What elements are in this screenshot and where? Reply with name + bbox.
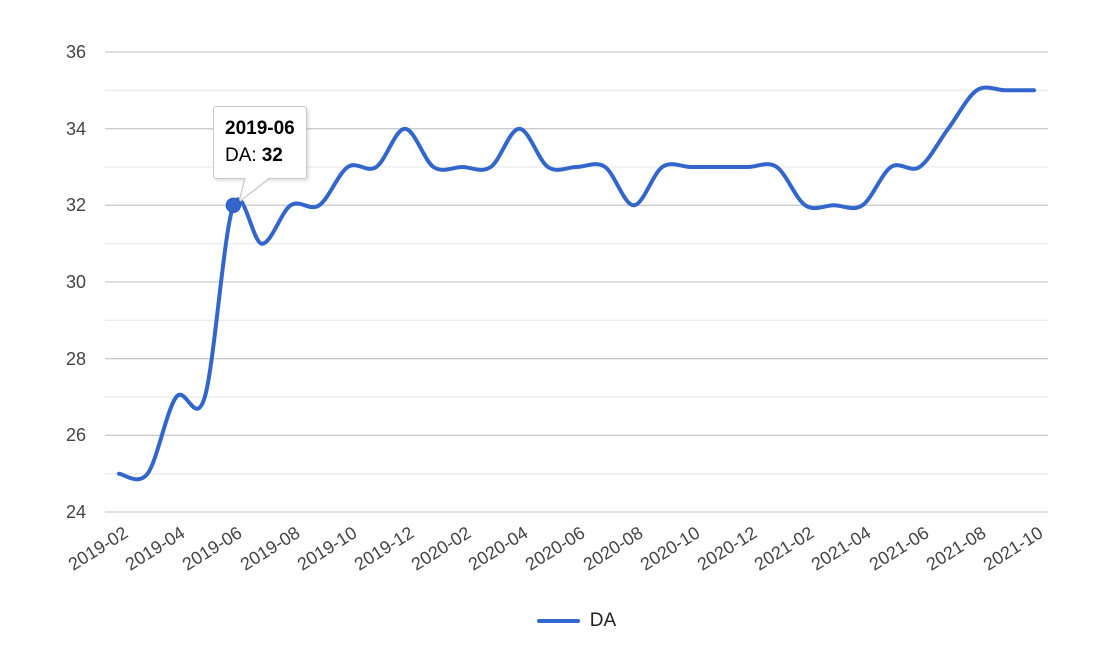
y-axis-tick-label: 30: [65, 272, 86, 292]
tooltip-callout-pointer: [225, 177, 271, 214]
tooltip: 2019-06 DA: 32: [213, 106, 307, 179]
tooltip-value: 32: [261, 145, 283, 166]
y-axis-tick-label: 28: [65, 348, 86, 369]
y-axis-tick-label: 24: [65, 502, 86, 522]
legend-series-label: DA: [589, 609, 617, 631]
legend-line-swatch-icon: [536, 618, 580, 623]
y-axis-tick-label: 34: [65, 118, 86, 139]
legend: DA: [105, 607, 1048, 634]
tooltip-date: 2019-06: [225, 118, 295, 139]
tooltip-series-label: DA:: [225, 145, 257, 166]
series-line-da[interactable]: [117, 85, 1036, 482]
tooltip-value-row: DA: 32: [225, 142, 295, 169]
y-axis-tick-label: 26: [65, 425, 86, 446]
y-axis-tick-label: 36: [65, 42, 86, 62]
selected-point-dot[interactable]: [225, 197, 242, 214]
y-axis-tick-label: 32: [65, 195, 86, 216]
